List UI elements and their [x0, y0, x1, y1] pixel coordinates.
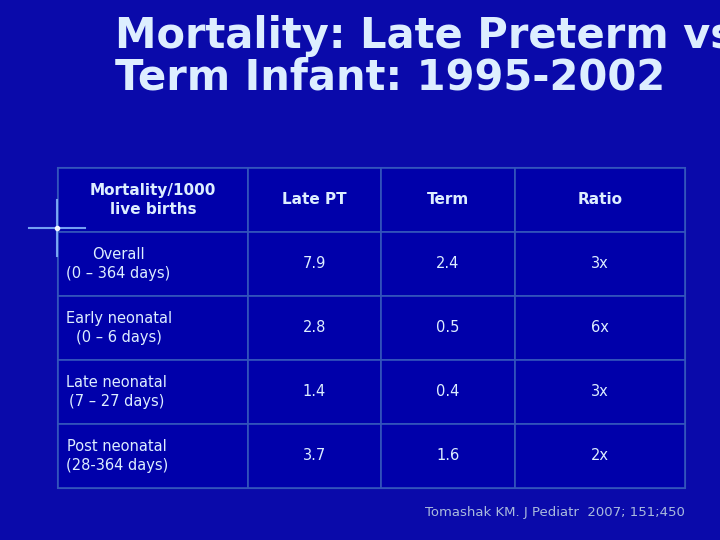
Text: 7.9: 7.9: [303, 256, 326, 272]
Bar: [58, 168, 248, 232]
Bar: [248, 424, 381, 488]
Text: 0.5: 0.5: [436, 321, 459, 335]
Text: 6x: 6x: [591, 321, 609, 335]
Text: 2.4: 2.4: [436, 256, 459, 272]
Bar: [515, 360, 685, 424]
Text: 3x: 3x: [591, 256, 609, 272]
Bar: [58, 168, 685, 488]
Text: 2x: 2x: [591, 449, 609, 463]
Text: Ratio: Ratio: [577, 192, 623, 207]
Text: Early neonatal
(0 – 6 days): Early neonatal (0 – 6 days): [66, 311, 172, 345]
Text: Term Infant: 1995-2002: Term Infant: 1995-2002: [115, 57, 665, 99]
Bar: [515, 296, 685, 360]
Text: Mortality/1000
live births: Mortality/1000 live births: [90, 183, 216, 217]
Text: Tomashak KM. J Pediatr  2007; 151;450: Tomashak KM. J Pediatr 2007; 151;450: [425, 506, 685, 519]
Bar: [381, 360, 515, 424]
Bar: [58, 360, 248, 424]
Text: Overall
(0 – 364 days): Overall (0 – 364 days): [66, 247, 170, 281]
Text: Post neonatal
(28-364 days): Post neonatal (28-364 days): [66, 439, 168, 473]
Text: Late PT: Late PT: [282, 192, 347, 207]
Text: 0.4: 0.4: [436, 384, 459, 400]
Text: 1.6: 1.6: [436, 449, 459, 463]
Text: Late neonatal
(7 – 27 days): Late neonatal (7 – 27 days): [66, 375, 167, 409]
Bar: [248, 232, 381, 296]
Bar: [248, 360, 381, 424]
Text: Mortality: Late Preterm vs: Mortality: Late Preterm vs: [115, 15, 720, 57]
Bar: [381, 424, 515, 488]
Text: Term: Term: [427, 192, 469, 207]
Bar: [515, 232, 685, 296]
Bar: [58, 424, 248, 488]
Text: 3.7: 3.7: [303, 449, 326, 463]
Bar: [381, 232, 515, 296]
Bar: [58, 296, 248, 360]
Text: 2.8: 2.8: [303, 321, 326, 335]
Text: 3x: 3x: [591, 384, 609, 400]
Bar: [381, 296, 515, 360]
Text: 1.4: 1.4: [303, 384, 326, 400]
Bar: [248, 296, 381, 360]
Bar: [515, 168, 685, 232]
Bar: [248, 168, 381, 232]
Bar: [381, 168, 515, 232]
Bar: [515, 424, 685, 488]
Bar: [58, 232, 248, 296]
